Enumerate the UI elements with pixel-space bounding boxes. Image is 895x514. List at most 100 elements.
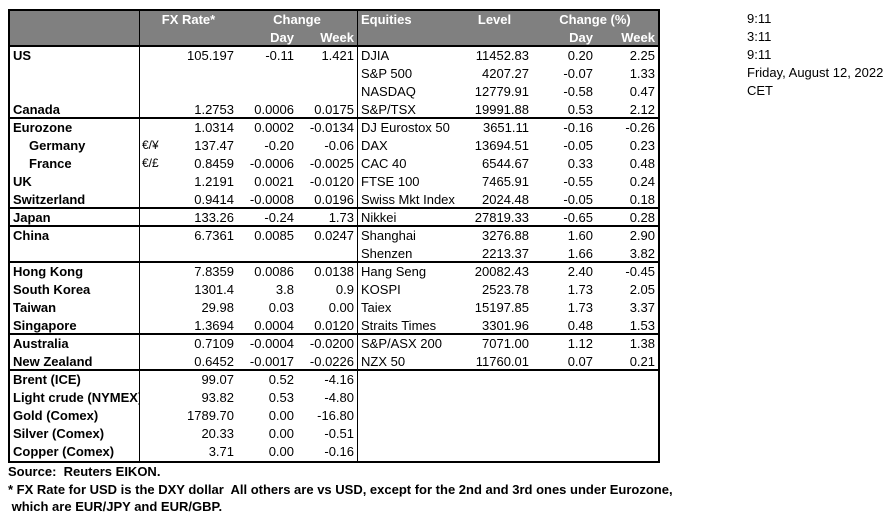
equity-day-cell	[532, 407, 596, 425]
fx-pair-cell	[140, 371, 167, 389]
fx-pair-cell	[140, 119, 167, 137]
fx-name-cell: New Zealand	[10, 353, 140, 369]
equity-name-cell	[357, 425, 457, 443]
equity-week-cell: -0.45	[625, 264, 655, 279]
equity-name-cell: Swiss Mkt Index	[357, 191, 457, 207]
equity-name-cell: S&P/ASX 200	[357, 335, 457, 353]
equity-level-cell: 11452.83	[475, 48, 529, 63]
table-row: Switzerland 0.9414 -0.0008 0.0196 Swiss Mkt …	[10, 191, 658, 209]
equity-day-cell: -0.05	[563, 138, 593, 153]
table-row: S&P 500 4207.27 -0.07 1.33	[10, 65, 658, 83]
fx-pair-cell	[140, 245, 167, 261]
fx-pair-cell	[140, 425, 167, 443]
table-row: South Korea 1301.4 3.8 0.9 KOSPI 2523.78 1.73 2…	[10, 281, 658, 299]
fx-rate-header: FX Rate*	[161, 12, 216, 27]
equity-day-cell	[532, 443, 596, 461]
fx-name-cell: UK	[10, 173, 140, 191]
equity-level-cell: 19991.88	[474, 102, 529, 117]
equity-name-cell: DJIA	[357, 47, 457, 65]
fx-pair-cell: €/¥	[142, 138, 159, 152]
fx-pair-cell	[140, 263, 167, 281]
fx-day-cell: 0.0004	[254, 318, 294, 333]
fx-rate-cell: 99.07	[201, 372, 234, 387]
equity-day-cell	[532, 389, 596, 407]
equity-day-cell: 2.40	[567, 264, 593, 279]
timestamp-block: 9:11 3:11 9:11 Friday, August 12, 2022 C…	[747, 10, 883, 100]
fx-rate-cell: 133.26	[194, 210, 234, 225]
fx-day-cell: 0.03	[268, 300, 294, 315]
fx-week-header: Week	[320, 30, 354, 45]
equity-name-cell: NZX 50	[357, 353, 457, 369]
fx-day-cell: -0.0004	[249, 336, 294, 351]
table-row: Taiwan 29.98 0.03 0.00 Taiex 15197.85 1.73 3.37	[10, 299, 658, 317]
equity-day-cell: 1.73	[567, 282, 593, 297]
fx-day-cell: -0.0006	[249, 156, 294, 171]
fx-day-cell: 0.52	[268, 372, 294, 387]
fx-pair-cell	[140, 173, 167, 191]
table-body: US 105.197 -0.11 1.421 DJIA 11452.83 0.20 2.25 S…	[10, 47, 658, 461]
fx-week-cell: -0.51	[324, 426, 354, 441]
equity-day-cell: 0.48	[567, 318, 593, 333]
equity-week-cell: 3.82	[629, 246, 655, 261]
fx-rate-cell: 0.8459	[194, 156, 234, 171]
fx-rate-cell: 3.71	[208, 444, 234, 459]
table-row: China 6.7361 0.0085 0.0247 Shanghai 3276.88 1.…	[10, 227, 658, 245]
fx-rate-cell	[167, 245, 237, 261]
fx-week-cell: 0.0138	[314, 264, 354, 279]
timestamp-line: 9:11	[747, 11, 772, 26]
equity-day-cell: 1.12	[567, 336, 593, 351]
table-row: New Zealand 0.6452 -0.0017 -0.0226 NZX 50 117…	[10, 353, 658, 371]
equity-week-cell: 2.90	[629, 228, 655, 243]
table-row: Singapore 1.3694 0.0004 0.0120 Straits Times…	[10, 317, 658, 335]
fx-rate-cell: 6.7361	[194, 228, 234, 243]
fx-pair-cell	[140, 281, 167, 299]
fx-week-cell: -0.0025	[309, 156, 354, 171]
fx-day-cell: 0.0006	[254, 102, 294, 117]
fx-day-cell: -0.11	[265, 48, 294, 63]
fx-week-cell: -4.80	[324, 390, 354, 405]
table-row: Gold (Comex) 1789.70 0.00 -16.80	[10, 407, 658, 425]
fx-rate-cell: 0.7109	[194, 336, 234, 351]
equity-level-cell	[457, 443, 532, 461]
fx-rate-cell: 1.0314	[194, 120, 234, 135]
fx-day-cell	[237, 83, 297, 101]
fx-day-cell: 0.53	[268, 390, 294, 405]
fx-equities-table: FX Rate* Change Equities Level Change (%…	[8, 9, 660, 463]
equity-day-cell: 0.53	[567, 102, 593, 117]
fx-name-cell: France	[10, 155, 140, 173]
table-row: Canada 1.2753 0.0006 0.0175 S&P/TSX 19991.88 0…	[10, 101, 658, 119]
equity-name-cell: KOSPI	[357, 281, 457, 299]
fx-week-cell: 0.0175	[314, 102, 354, 117]
fx-week-cell	[297, 245, 357, 261]
fx-week-cell: -0.16	[324, 444, 354, 459]
fx-blank-header-cell	[10, 29, 140, 45]
equity-name-cell: Hang Seng	[357, 263, 457, 281]
equity-week-cell: 0.23	[629, 138, 655, 153]
equity-day-cell: -0.58	[563, 84, 593, 99]
fx-week-cell: -0.0120	[309, 174, 354, 189]
fx-day-cell: 0.00	[268, 408, 294, 423]
fx-day-cell	[237, 245, 297, 261]
fx-week-cell: 0.0247	[314, 228, 354, 243]
table-row: France €/£ 0.8459 -0.0006 -0.0025 CAC 40 6544.…	[10, 155, 658, 173]
equity-level-cell: 15197.85	[474, 300, 529, 315]
equity-day-cell: -0.07	[563, 66, 593, 81]
equity-day-cell	[532, 425, 596, 443]
fx-week-cell: 1.73	[328, 210, 354, 225]
equity-week-cell: 0.47	[629, 84, 655, 99]
fx-name-cell: Taiwan	[10, 299, 140, 317]
fx-rate-cell: 1789.70	[187, 408, 234, 423]
equity-week-cell	[596, 389, 658, 407]
fx-name-cell	[10, 245, 140, 261]
fx-day-cell: 0.00	[268, 444, 294, 459]
fx-week-cell	[297, 65, 357, 83]
fx-change-header: Change	[273, 12, 321, 27]
equities-week-header: Week	[621, 30, 655, 45]
fx-pair-cell	[140, 227, 167, 245]
fx-name-cell: Switzerland	[10, 191, 140, 207]
equity-week-cell: 2.25	[629, 48, 655, 63]
fx-name-cell: Canada	[10, 101, 140, 117]
equity-level-cell	[457, 371, 532, 389]
equity-name-cell: DJ Eurostox 50	[357, 119, 457, 137]
